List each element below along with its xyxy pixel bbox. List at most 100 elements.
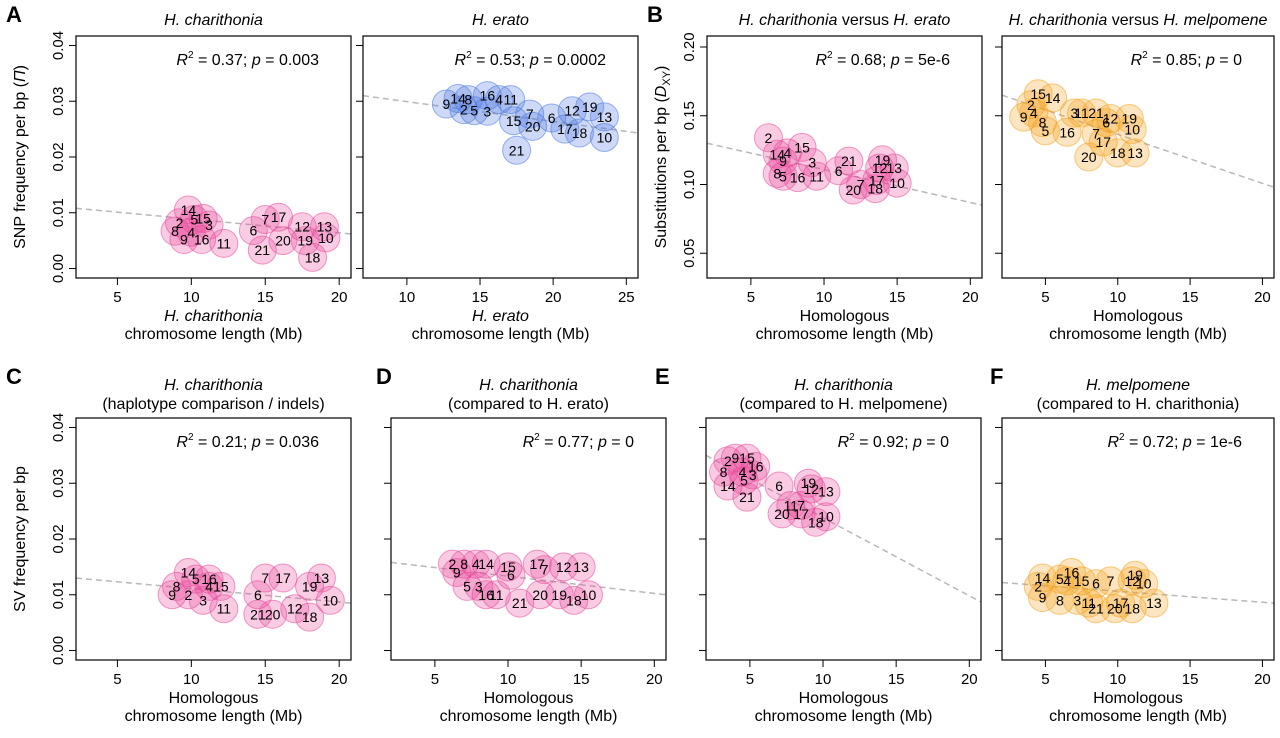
stat-r: R <box>838 434 850 451</box>
point-label: 20 <box>774 506 790 522</box>
data-point-19 <box>793 468 823 498</box>
panel-d: D H. charithonia (compared to H. erato) 2 3 4… <box>376 364 667 725</box>
xlabel-segment: H. erato <box>472 308 529 325</box>
point-label: 18 <box>305 249 321 265</box>
data-point-16 <box>471 580 501 610</box>
data-point-14 <box>1028 563 1058 593</box>
point-label: 10 <box>1136 576 1152 592</box>
panel-title: H. charithonia <box>164 377 263 394</box>
point-label: 16 <box>478 587 494 603</box>
xlabel-segment: chromosome length (Mb) <box>412 326 590 343</box>
point-label: 14 <box>478 556 494 572</box>
point-label: 4 <box>472 556 480 572</box>
data-point-16 <box>783 163 813 193</box>
data-point-11 <box>802 161 832 191</box>
x-tick-label: 15 <box>257 671 274 688</box>
stat-sep: ; <box>521 52 530 69</box>
point-label: 19 <box>801 475 817 491</box>
y-axis-label-snp-part: SNP frequency per bp ( <box>12 81 29 249</box>
panel-letter: D <box>376 364 392 389</box>
point-label: 7 <box>261 211 269 227</box>
xlabel-segment: chromosome length (Mb) <box>756 326 934 343</box>
y-tick-label: 0.01 <box>50 580 67 609</box>
data-point-18 <box>564 118 594 148</box>
point-label: 20 <box>532 587 548 603</box>
panel-f: F H. melpomene (compared to H. charithonia… <box>990 364 1275 725</box>
x-tick-label: 10 <box>399 289 416 306</box>
point-label: 5 <box>192 571 200 587</box>
stat-r2-value: 0.77 <box>558 434 589 451</box>
point-label: 7 <box>1107 573 1115 589</box>
point-label: 15 <box>195 210 211 226</box>
x-tick-label: 5 <box>113 671 121 688</box>
point-label: 8 <box>464 92 472 108</box>
stat-eq: = <box>472 52 490 69</box>
point-label: 11 <box>784 498 799 514</box>
data-point-17 <box>268 563 298 593</box>
data-point-13 <box>1120 138 1150 168</box>
stat-p-value: 0.036 <box>279 434 319 451</box>
point-label: 13 <box>1146 595 1162 611</box>
trend-line <box>75 207 352 235</box>
point-label: 2 <box>176 215 184 231</box>
panel-letter: B <box>647 2 663 27</box>
point-label: 16 <box>1064 564 1080 580</box>
x-axis-label: H. charithonia <box>164 308 263 325</box>
stat-sup: 2 <box>466 50 472 61</box>
title-segment: H. charithonia <box>1009 12 1108 29</box>
x-tick-label: 15 <box>889 289 906 306</box>
point-label: 20 <box>1107 601 1123 617</box>
point-label: 17 <box>275 570 291 586</box>
stat-r2-value: 0.53 <box>490 52 521 69</box>
data-point-14 <box>173 195 203 225</box>
point-label: 12 <box>1124 573 1140 589</box>
data-point-16 <box>194 564 224 594</box>
data-point-11 <box>776 491 806 521</box>
data-point-17 <box>550 114 580 144</box>
x-tick-label: 5 <box>1041 671 1049 688</box>
point-label: 11 <box>503 92 518 108</box>
panel-title: H. charithonia <box>164 12 263 29</box>
data-point-19 <box>575 92 605 122</box>
stat-p: p <box>597 434 607 451</box>
point-label: 18 <box>867 181 883 197</box>
data-point-3 <box>1062 585 1092 615</box>
y-axis-label-snp: SNP frequency per bp (Π) <box>12 65 29 249</box>
stat-eq: = <box>900 52 918 69</box>
data-point-4 <box>484 85 514 115</box>
data-point-19 <box>1120 560 1150 590</box>
point-label: 4 <box>1030 105 1038 121</box>
point-label: 5 <box>190 211 198 227</box>
point-label: 21 <box>255 242 271 258</box>
y-axis-label-dxy-part: Substitutions per bp ( <box>653 97 670 249</box>
stat-p: p <box>251 52 261 69</box>
data-point-12 <box>796 474 826 504</box>
point-label: 10 <box>318 230 334 246</box>
stat-sup: 2 <box>188 50 194 61</box>
point-label: 12 <box>564 103 580 119</box>
data-point-14 <box>1038 83 1068 113</box>
data-point-5 <box>179 204 209 234</box>
point-label: 7 <box>261 570 269 586</box>
point-label: 9 <box>180 232 188 248</box>
y-axis-label-snp-part: ) <box>12 65 29 70</box>
point-label: 20 <box>1081 149 1097 165</box>
data-point-13 <box>811 477 841 507</box>
point-label: 5 <box>470 103 478 119</box>
data-point-21 <box>243 599 273 629</box>
point-label: 9 <box>168 587 176 603</box>
y-tick-label: 0.05 <box>681 239 698 268</box>
panel-title: H. melpomene <box>1086 377 1190 394</box>
point-label: 10 <box>581 587 597 603</box>
point-label: 7 <box>857 177 865 193</box>
data-point-11 <box>496 85 526 115</box>
point-label: 17 <box>869 172 885 188</box>
panel-title: H. charithonia versus H. melpomene <box>1009 12 1268 29</box>
xlabel-segment: chromosome length (Mb) <box>125 326 303 343</box>
point-label: 4 <box>784 145 792 161</box>
data-point-21 <box>502 135 532 165</box>
x-axis-label: chromosome length (Mb) <box>755 708 933 725</box>
point-label: 21 <box>739 489 755 505</box>
